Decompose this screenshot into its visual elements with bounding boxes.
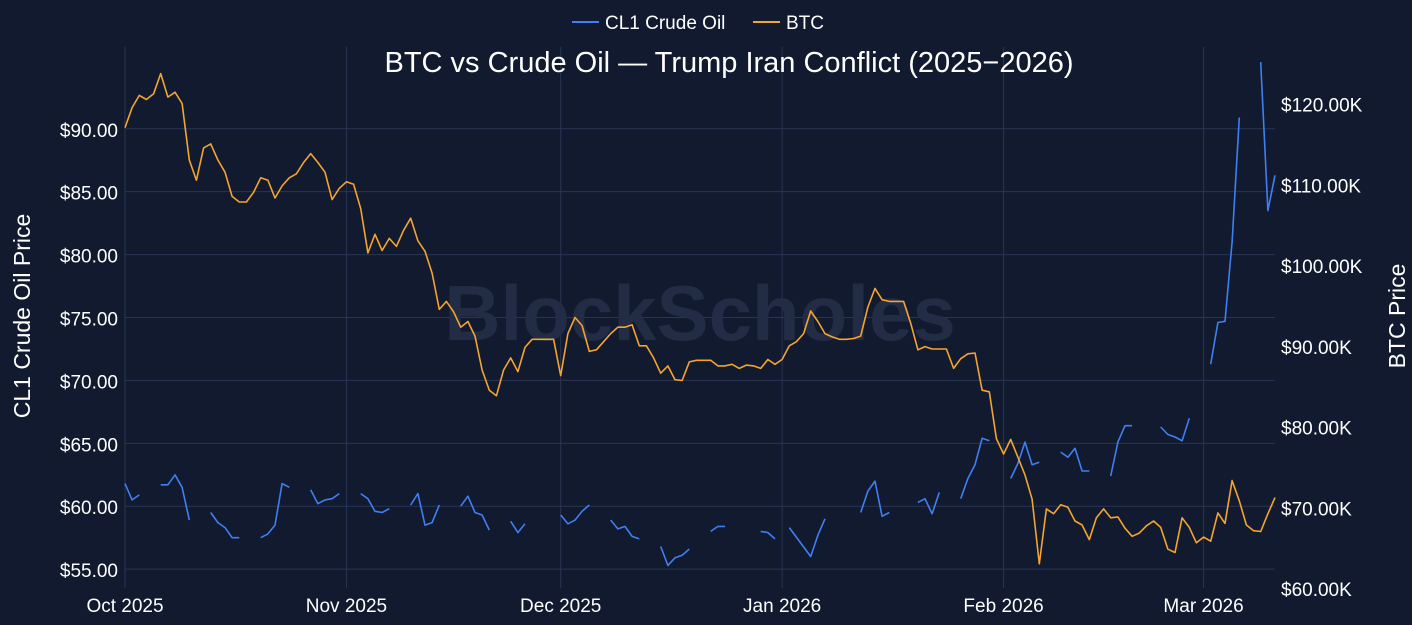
x-tick-label: Feb 2026: [963, 596, 1043, 617]
y2-tick-label: $60.00K: [1281, 580, 1352, 601]
y2-tick-label: $70.00K: [1281, 499, 1352, 520]
series-line-segment: [710, 525, 725, 533]
series-line-segment: [1060, 447, 1090, 472]
series-line-segment: [510, 520, 526, 534]
y2-tick-label: $110.00K: [1281, 176, 1361, 197]
series-line-segment: [260, 482, 290, 539]
series-line-segment: [1009, 441, 1040, 479]
series-line-segment: [1259, 62, 1276, 212]
series-line-segment: [160, 474, 191, 521]
legend-label: CL1 Crude Oil: [605, 13, 725, 34]
watermark-text: BlockScholes: [444, 269, 956, 357]
series-line-segment: [659, 546, 690, 567]
y2-tick-label: $80.00K: [1281, 419, 1352, 440]
series-line-segment: [210, 512, 240, 539]
axes: $55.00 $60.00 $65.00 $70.00 $75.00 $80.00 $85.…: [60, 96, 1363, 617]
series-line-segment: [1109, 424, 1133, 477]
series-line-segment: [917, 492, 941, 515]
series-cl1-crude-oil: [124, 62, 1276, 567]
series-line-segment: [959, 437, 990, 499]
x-tick-label: Mar 2026: [1163, 596, 1243, 617]
legend-item-cl1-crude-oil[interactable]: CL1 Crude Oil: [572, 13, 725, 34]
y-tick-label: $80.00: [60, 247, 118, 268]
y-axis-label: CL1 Crude Oil Price: [9, 214, 35, 419]
series-layer: [124, 62, 1276, 567]
y-tick-label: $90.00: [60, 121, 118, 142]
series-line-segment: [1209, 117, 1241, 365]
y-tick-label: $60.00: [60, 498, 118, 519]
x-tick-label: Nov 2025: [306, 596, 387, 617]
y-tick-label: $55.00: [60, 561, 118, 582]
series-line-segment: [309, 489, 340, 505]
x-tick-label: Jan 2026: [743, 596, 821, 617]
series-line-segment: [1160, 417, 1191, 442]
series-line-segment: [124, 72, 1276, 565]
y-tick-label: $65.00: [60, 435, 118, 456]
y2-tick-label: $90.00K: [1281, 338, 1352, 359]
series-line-segment: [410, 492, 441, 526]
x-tick-label: Dec 2025: [520, 596, 601, 617]
series-line-segment: [760, 530, 776, 540]
y2-tick-label: $100.00K: [1281, 257, 1363, 278]
x-tick-label: Oct 2025: [86, 596, 163, 617]
y-tick-label: $85.00: [60, 184, 118, 205]
series-line-segment: [859, 480, 890, 518]
y-tick-label: $70.00: [60, 372, 118, 393]
series-line-segment: [610, 519, 640, 540]
series-line-segment: [560, 504, 590, 525]
series-line-segment: [360, 492, 390, 514]
legend[interactable]: CL1 Crude Oil BTC: [572, 13, 824, 34]
y2-axis-label: BTC Price: [1384, 264, 1410, 369]
series-line-segment: [788, 518, 826, 558]
y2-tick-label: $120.00K: [1281, 96, 1363, 117]
grid-lines: [124, 47, 1275, 588]
series-btc: [124, 72, 1276, 565]
chart-title: BTC vs Crude Oil — Trump Iran Conflict (…: [384, 47, 1073, 79]
series-line-segment: [460, 495, 491, 531]
legend-item-btc[interactable]: BTC: [753, 13, 824, 34]
y-tick-label: $75.00: [60, 310, 118, 331]
legend-label: BTC: [786, 13, 824, 34]
series-line-segment: [124, 483, 140, 501]
